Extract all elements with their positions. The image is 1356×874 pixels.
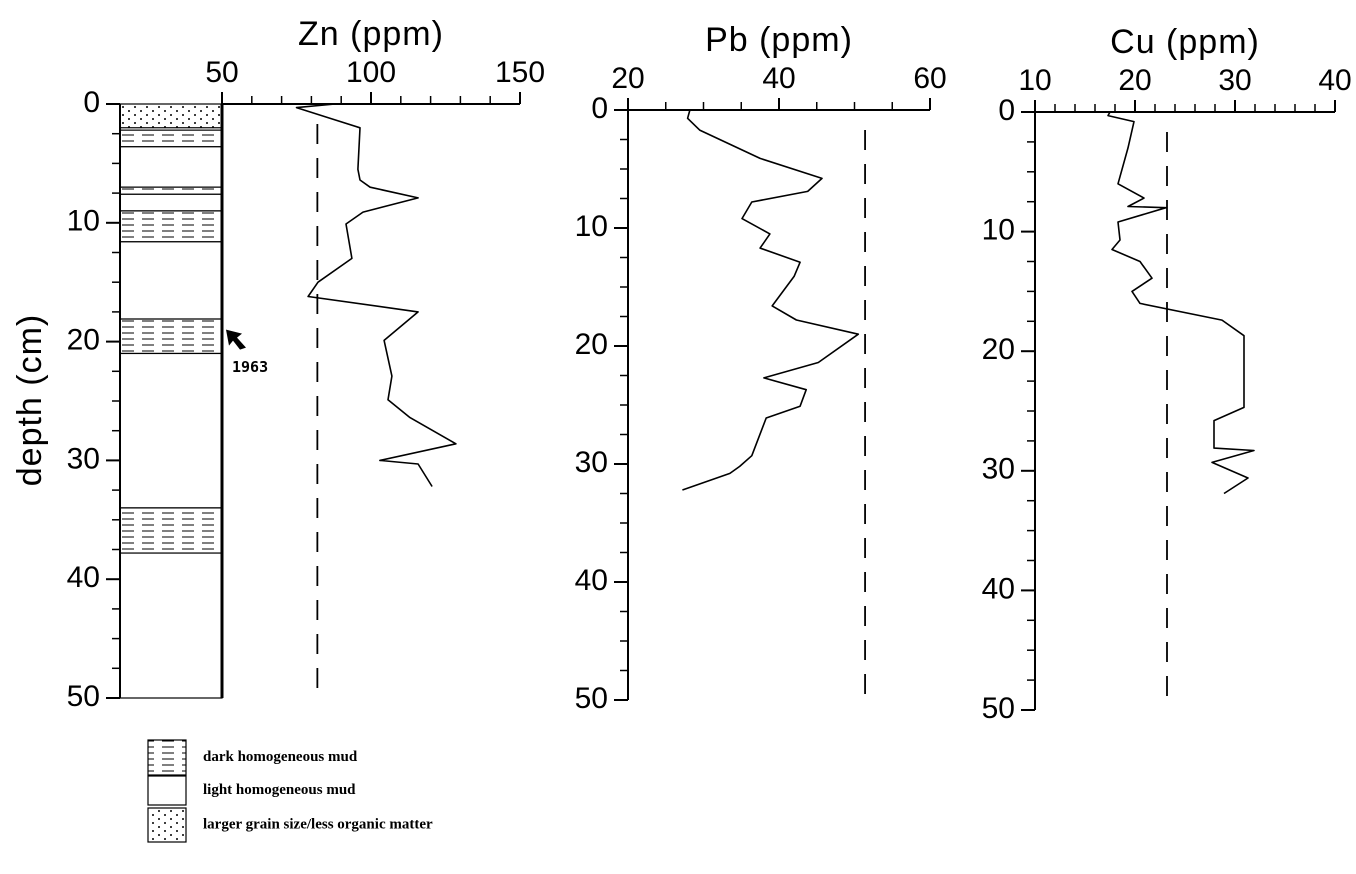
legend-swatch <box>147 775 187 806</box>
y-tick-label: 0 <box>998 94 1015 127</box>
core-layer <box>119 318 223 355</box>
y-tick-label: 40 <box>67 561 100 594</box>
core-layer <box>119 186 223 195</box>
core-layer <box>119 241 223 320</box>
legend-label: larger grain size/less organic matter <box>203 816 433 832</box>
y-tick-label: 20 <box>575 328 608 361</box>
core-layer <box>119 146 223 188</box>
chart-title: Pb (ppm) <box>705 21 853 59</box>
y-tick-label: 40 <box>982 572 1015 605</box>
y-tick-label: 20 <box>67 324 100 357</box>
x-tick-label: 150 <box>495 56 545 89</box>
legend-label: dark homogeneous mud <box>203 749 358 765</box>
x-tick-label: 40 <box>1318 64 1351 97</box>
core-layer <box>119 507 223 554</box>
y-tick-label: 30 <box>67 442 100 475</box>
profile-line <box>1107 111 1255 495</box>
y-tick-label: 0 <box>591 92 608 125</box>
legend-swatch <box>147 807 187 843</box>
core-layer <box>119 352 223 509</box>
x-tick-label: 20 <box>611 62 644 95</box>
y-tick-label: 50 <box>982 692 1015 725</box>
x-tick-label: 10 <box>1018 64 1051 97</box>
core-layer <box>119 103 223 129</box>
x-tick-label: 50 <box>205 56 238 89</box>
annotation-arrow <box>226 329 246 350</box>
chart-title: Zn (ppm) <box>298 15 444 53</box>
y-tick-label: 50 <box>575 682 608 715</box>
y-tick-label: 0 <box>83 86 100 119</box>
core-layer <box>119 552 223 699</box>
legend-label: light homogeneous mud <box>203 782 356 798</box>
y-tick-label: 40 <box>575 564 608 597</box>
y-tick-label: 10 <box>982 214 1015 247</box>
y-tick-label: 10 <box>575 210 608 243</box>
core-layer <box>119 210 223 243</box>
y-tick-label: 30 <box>575 446 608 479</box>
y-tick-label: 50 <box>67 680 100 713</box>
y-tick-label: 30 <box>982 453 1015 486</box>
y-tick-label: 20 <box>982 333 1015 366</box>
x-tick-label: 100 <box>346 56 396 89</box>
profile-line <box>295 103 457 487</box>
y-tick-label: 10 <box>67 205 100 238</box>
core-layer <box>119 193 223 212</box>
y-axis-label: depth (cm) <box>11 314 49 487</box>
profile-line <box>682 109 860 491</box>
annotation-text: 1963 <box>232 358 268 376</box>
x-tick-label: 40 <box>762 62 795 95</box>
x-tick-label: 30 <box>1218 64 1251 97</box>
x-tick-label: 60 <box>913 62 946 95</box>
core-layer <box>119 129 223 148</box>
chart-title: Cu (ppm) <box>1110 23 1260 61</box>
legend-swatch <box>147 739 187 776</box>
x-tick-label: 20 <box>1118 64 1151 97</box>
